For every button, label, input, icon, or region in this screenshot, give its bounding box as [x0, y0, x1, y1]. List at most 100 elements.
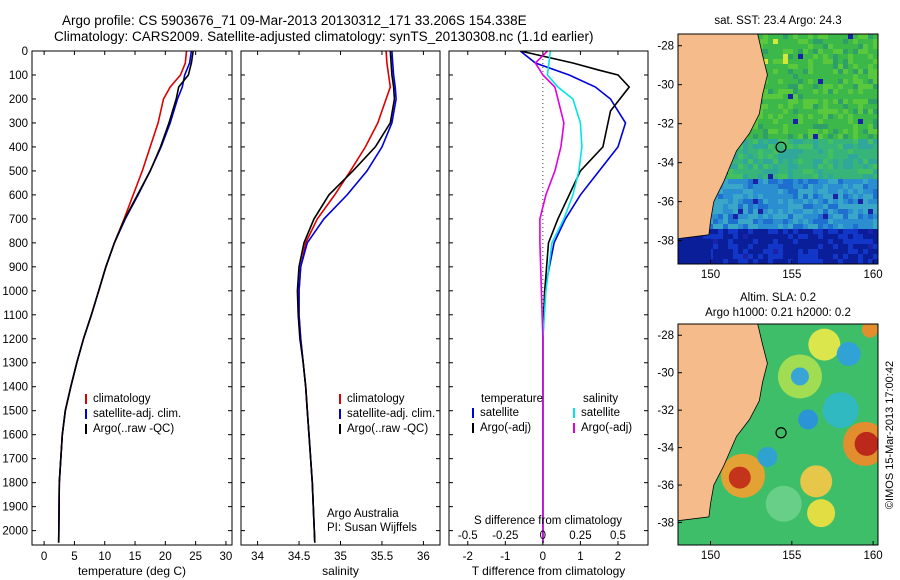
sst-cell: [838, 99, 843, 104]
sst-cell: [718, 244, 723, 249]
sst-cell: [778, 249, 783, 254]
sst-cell: [858, 64, 863, 69]
sst-cell: [848, 159, 853, 164]
sst-cell: [713, 214, 718, 219]
sst-cell: [798, 114, 803, 119]
sst-cell: [813, 94, 818, 99]
sst-cell: [768, 69, 773, 74]
sst-cell: [738, 194, 743, 199]
sst-cell: [803, 184, 808, 189]
sst-cell: [863, 54, 868, 59]
sst-cell: [823, 199, 828, 204]
sst-cell: [768, 154, 773, 159]
sst-cell: [793, 74, 798, 79]
sst-cell: [843, 179, 848, 184]
sst-cell: [788, 199, 793, 204]
sst-cell: [853, 164, 858, 169]
sst-cell: [723, 194, 728, 199]
sst-cell: [738, 249, 743, 254]
sst-cell: [873, 49, 878, 54]
sst-cell: [848, 209, 853, 214]
y-tick-label: 1500: [2, 406, 28, 418]
sst-cell: [728, 229, 733, 234]
sst-cell: [713, 199, 718, 204]
sst-cell: [853, 259, 858, 264]
sst-cell: [858, 204, 863, 209]
sst-cell: [778, 144, 783, 149]
sst-cell: [808, 94, 813, 99]
sst-cell: [833, 119, 838, 124]
sst-cell: [823, 44, 828, 49]
legend-label: Argo(-adj): [480, 422, 531, 434]
sst-cell: [853, 154, 858, 159]
sst-cell: [838, 239, 843, 244]
sst-cell: [853, 64, 858, 69]
sst-cell: [798, 39, 803, 44]
sst-cell: [788, 204, 793, 209]
sst-cell: [863, 109, 868, 114]
sst-cell: [783, 254, 788, 259]
sst-cell: [788, 194, 793, 199]
sst-cell: [768, 234, 773, 239]
legend-label: Argo(..raw -QC): [93, 423, 174, 435]
sst-cell: [773, 159, 778, 164]
sst-cell: [828, 219, 833, 224]
sst-cell: [818, 39, 823, 44]
sst-cell: [748, 189, 753, 194]
sst-cell: [758, 184, 763, 189]
sst-cell: [748, 209, 753, 214]
sst-cell: [773, 54, 778, 59]
sst-cell: [788, 44, 793, 49]
sst-cell: [793, 99, 798, 104]
sst-cell: [818, 249, 823, 254]
sst-cell: [788, 54, 793, 59]
sst-cell: [753, 244, 758, 249]
y-tick-label: 1600: [2, 430, 28, 442]
top-tick-label: -0.5: [458, 530, 478, 542]
sst-cell: [843, 149, 848, 154]
sst-cell: [813, 104, 818, 109]
sst-cell: [788, 249, 793, 254]
series-line-climatology: [57, 51, 188, 543]
sst-cell: [728, 249, 733, 254]
sst-cell: [823, 259, 828, 264]
sst-cell: [813, 254, 818, 259]
sst-cell: [793, 199, 798, 204]
sst-cell: [773, 249, 778, 254]
sst-cell: [863, 234, 868, 239]
sst-cell: [848, 89, 853, 94]
sst-cell: [868, 134, 873, 139]
sst-cell: [778, 254, 783, 259]
sst-cell: [798, 139, 803, 144]
series-line-satelliteadjclim: [57, 51, 193, 543]
sst-cell: [868, 99, 873, 104]
sst-cell: [808, 234, 813, 239]
sst-cell: [748, 164, 753, 169]
sst-cell: [783, 79, 788, 84]
sst-cell: [873, 179, 878, 184]
sst-cell: [853, 179, 858, 184]
sst-cell: [833, 234, 838, 239]
sst-cell: [798, 94, 803, 99]
sst-cell: [803, 154, 808, 159]
sst-cell: [868, 244, 873, 249]
sst-cell: [773, 204, 778, 209]
sst-cell: [848, 114, 853, 119]
sst-cell: [863, 194, 868, 199]
sst-cell: [853, 159, 858, 164]
sst-cell: [838, 124, 843, 129]
sst-cell: [763, 49, 768, 54]
sst-cell: [723, 189, 728, 194]
sst-cell: [783, 229, 788, 234]
sst-cell: [838, 169, 843, 174]
y-tick-label: 600: [9, 190, 28, 202]
y-tick-label: 300: [9, 118, 28, 130]
sst-cell: [778, 209, 783, 214]
sst-cell: [778, 64, 783, 69]
sst-cell: [838, 249, 843, 254]
map-y-tick-label: -38: [657, 236, 674, 248]
sst-cell: [863, 254, 868, 259]
sst-cell: [778, 229, 783, 234]
sst-cell: [858, 179, 863, 184]
sst-cell: [843, 194, 848, 199]
